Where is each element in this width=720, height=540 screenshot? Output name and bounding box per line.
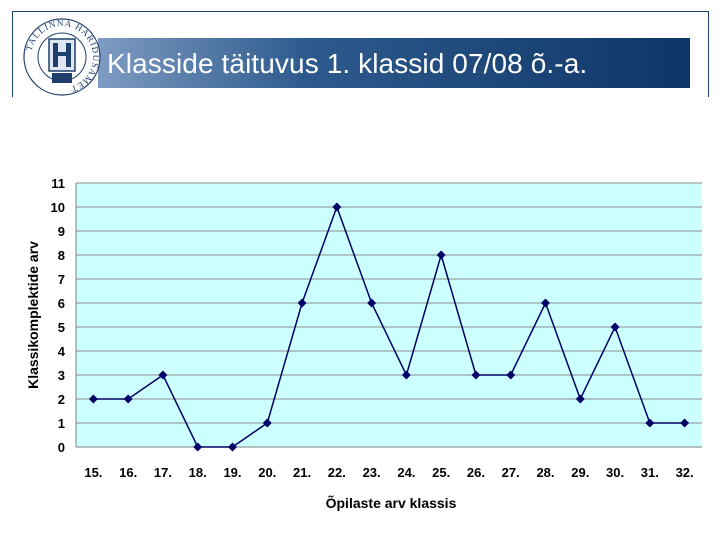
data-point-marker (506, 370, 516, 380)
y-tick-label: 8 (58, 248, 65, 263)
x-tick-label: 29. (571, 465, 589, 480)
x-tick-label: 30. (606, 465, 624, 480)
x-tick-label: 25. (432, 465, 450, 480)
gridlines (76, 182, 702, 424)
data-point-marker (575, 394, 585, 404)
x-tick-label: 22. (328, 465, 346, 480)
slide-title: Klasside täituvus 1. klassid 07/08 õ.-a. (107, 48, 588, 79)
data-point-marker (436, 250, 446, 260)
y-tick-label: 7 (58, 272, 65, 287)
data-point-marker (541, 298, 550, 308)
data-point-marker (367, 298, 377, 308)
data-point-marker (158, 370, 168, 380)
y-tick-label: 3 (58, 368, 65, 383)
data-point-marker (332, 202, 342, 212)
data-point-marker (645, 418, 655, 428)
series-line (93, 204, 685, 448)
x-tick-label: 19. (223, 465, 241, 480)
data-point-marker (610, 322, 620, 332)
data-point-marker (471, 370, 481, 380)
slide-frame-right (708, 11, 709, 97)
title-bar (98, 38, 690, 88)
y-tick-label: 10 (51, 200, 65, 215)
x-tick-label: 28. (536, 465, 554, 480)
tallinn-education-board-seal-icon: TALLINNA HARIDUSAMET (23, 18, 101, 96)
y-tick-label: 2 (58, 392, 65, 407)
y-tick-label: 4 (58, 344, 66, 359)
slide-frame-top (12, 11, 709, 12)
y-tick-label: 11 (51, 176, 65, 191)
data-point-marker (297, 298, 307, 308)
y-tick-label: 0 (58, 440, 65, 455)
y-axis-label: Klassikomplektide arv (25, 241, 41, 389)
data-point-marker (123, 394, 133, 404)
x-tick-label: 17. (154, 465, 172, 480)
x-axis-label: Õpilaste arv klassis (326, 494, 457, 511)
y-tick-label: 9 (58, 224, 65, 239)
x-tick-label: 24. (397, 465, 415, 480)
x-tick-label: 31. (641, 465, 659, 480)
data-point-marker (680, 418, 690, 428)
plot-area (76, 183, 702, 447)
x-tick-label: 23. (363, 465, 381, 480)
data-point-marker (88, 394, 98, 404)
x-tick-label: 18. (189, 465, 207, 480)
data-point-marker (262, 418, 272, 428)
y-tick-label: 1 (58, 416, 65, 431)
x-tick-label: 27. (502, 465, 520, 480)
data-point-marker (228, 442, 237, 452)
y-tick-label: 5 (58, 320, 65, 335)
data-point-marker (193, 442, 203, 452)
x-tick-label: 15. (84, 465, 102, 480)
x-tick-label: 16. (119, 465, 137, 480)
x-tick-label: 21. (293, 465, 311, 480)
x-tick-label: 20. (258, 465, 276, 480)
slide-frame-left (12, 11, 13, 97)
x-tick-label: 32. (676, 465, 694, 480)
y-tick-label: 6 (58, 296, 65, 311)
x-tick-label: 26. (467, 465, 485, 480)
data-point-marker (401, 370, 411, 380)
